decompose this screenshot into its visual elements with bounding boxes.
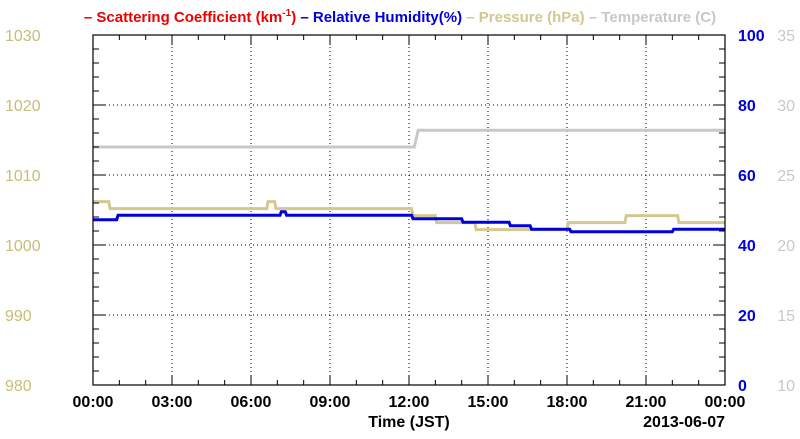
humidity-axis-tick-label: 100 xyxy=(738,28,765,45)
temperature-axis-tick-label: 25 xyxy=(777,168,795,185)
temperature-axis-tick-label: 20 xyxy=(777,238,795,255)
legend-marker-pressure: – xyxy=(462,9,479,26)
humidity-axis-tick-label: 0 xyxy=(738,378,747,395)
x-tick-label: 18:00 xyxy=(547,394,588,411)
legend-label-scattering: Scattering Coefficient (km xyxy=(96,9,282,26)
date-label: 2013-06-07 xyxy=(643,414,725,431)
pressure-axis-tick-label: 1010 xyxy=(5,168,41,185)
pressure-axis-tick-label: 1000 xyxy=(5,238,41,255)
temperature-axis-tick-label: 15 xyxy=(777,308,795,325)
humidity-axis-tick-label: 60 xyxy=(738,168,756,185)
x-tick-label: 12:00 xyxy=(389,394,430,411)
temperature-axis-tick-label: 10 xyxy=(777,378,795,395)
legend-label-tail: ) xyxy=(291,9,296,26)
legend-marker-temperature: – xyxy=(585,9,602,26)
legend-label-temperature: Temperature (C) xyxy=(601,9,716,26)
x-tick-label: 00:00 xyxy=(73,394,114,411)
pressure-series-line xyxy=(93,200,725,232)
x-axis-title: Time (JST) xyxy=(368,414,450,431)
x-tick-label: 15:00 xyxy=(468,394,509,411)
x-tick-label: 03:00 xyxy=(152,394,193,411)
grid-lines xyxy=(93,35,725,385)
humidity-axis-tick-label: 20 xyxy=(738,308,756,325)
legend-label-pressure: Pressure (hPa) xyxy=(479,9,585,26)
x-tick-label: 21:00 xyxy=(626,394,667,411)
humidity-series-line xyxy=(93,210,725,234)
temperature-axis-tick-label: 35 xyxy=(777,28,795,45)
humidity-axis-tick-label: 80 xyxy=(738,98,756,115)
x-tick-label: 09:00 xyxy=(310,394,351,411)
axis-ticks xyxy=(92,34,726,386)
series-lines xyxy=(93,128,725,234)
x-tick-label: 00:00 xyxy=(705,394,746,411)
pressure-axis-tick-label: 980 xyxy=(5,378,32,395)
x-tick-label: 06:00 xyxy=(231,394,272,411)
humidity-axis-tick-label: 40 xyxy=(738,238,756,255)
pressure-axis-tick-label: 990 xyxy=(5,308,32,325)
temperature-axis-tick-label: 30 xyxy=(777,98,795,115)
legend: – Scattering Coefficient (km-1) – Relati… xyxy=(84,8,716,26)
legend-unit-superscript: -1 xyxy=(282,8,291,19)
axis-labels: 00:00 03:00 06:00 09:00 12:00 15:00 18:00 21:00… xyxy=(5,28,795,411)
legend-marker-humidity: – xyxy=(296,9,313,26)
legend-label-humidity: Relative Humidity(%) xyxy=(313,9,462,26)
pressure-axis-tick-label: 1030 xyxy=(5,28,41,45)
pressure-axis-tick-label: 1020 xyxy=(5,98,41,115)
legend-marker-scattering: – xyxy=(84,9,97,26)
temperature-series-line xyxy=(93,128,725,149)
